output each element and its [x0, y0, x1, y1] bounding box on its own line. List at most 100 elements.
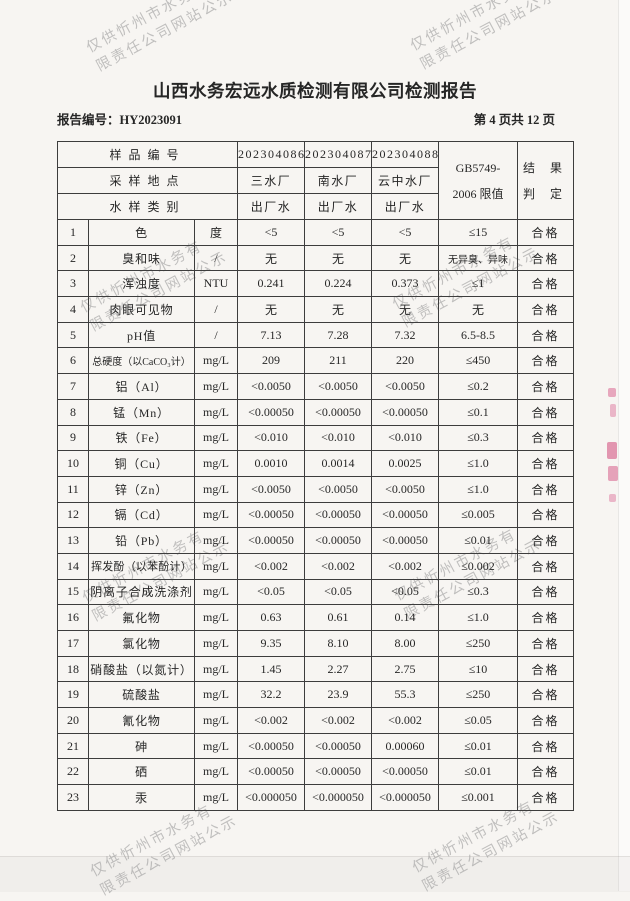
- parameter-cell: 氯化物: [88, 630, 195, 657]
- row-number-cell: 6: [57, 347, 89, 375]
- report-title: 山西水务宏远水质检测有限公司检测报告: [153, 81, 477, 101]
- report-meta-row: 报告编号：HY2023091 第 4 页共 12 页: [57, 109, 573, 127]
- result-cell: 合格: [517, 758, 574, 786]
- parameter-cell: 铁（Fe）: [88, 424, 195, 452]
- unit-cell: /: [194, 321, 238, 349]
- value-cell-1: 7.13: [237, 321, 305, 349]
- value-cell-2: <0.00050: [304, 527, 372, 554]
- result-row: 10 铜（Cu） mg/L 0.0010 0.0014 0.0025 ≤1.0 …: [57, 450, 574, 477]
- paper-right-edge: [618, 0, 630, 891]
- value-cell-2: 0.224: [304, 270, 372, 298]
- unit-cell: 度: [194, 219, 238, 246]
- value-cell-1: <0.00050: [237, 501, 305, 529]
- result-row: 11 锌（Zn） mg/L <0.0050 <0.0050 <0.0050 ≤1…: [57, 475, 574, 503]
- result-cell: 合格: [517, 784, 574, 811]
- result-cell: 合格: [517, 501, 574, 529]
- result-cell: 合格: [517, 604, 574, 631]
- result-row: 1 色 度 <5 <5 <5 ≤15 合格: [57, 219, 574, 246]
- watermark: 仅供忻州市水务有 限责任公司网站公示: [408, 0, 561, 73]
- result-row: 3 浑浊度 NTU 0.241 0.224 0.373 ≤1 合格: [57, 270, 574, 298]
- limit-cell: ≤0.01: [438, 732, 518, 760]
- unit-cell: mg/L: [194, 527, 238, 554]
- sampling-site-3: 云中水厂: [371, 167, 439, 194]
- value-cell-2: <0.000050: [304, 784, 372, 811]
- value-cell-2: <0.0050: [304, 373, 372, 400]
- limit-cell: ≤0.3: [438, 424, 518, 452]
- sample-no-label: 样品编号: [57, 141, 238, 168]
- result-cell: 合格: [517, 244, 574, 272]
- unit-cell: mg/L: [194, 450, 238, 477]
- limit-cell: ≤10: [438, 655, 518, 683]
- row-number-cell: 11: [57, 475, 89, 503]
- sampling-site-row: 采样地点 三水厂 南水厂 云中水厂: [57, 167, 574, 194]
- limit-cell: ≤0.1: [438, 398, 518, 426]
- result-row: 5 pH值 / 7.13 7.28 7.32 6.5-8.5 合格: [57, 321, 574, 349]
- result-row: 19 硫酸盐 mg/L 32.2 23.9 55.3 ≤250 合格: [57, 681, 574, 709]
- limit-cell: 6.5-8.5: [438, 321, 518, 349]
- value-cell-1: <0.05: [237, 578, 305, 606]
- value-cell-2: 0.0014: [304, 450, 372, 477]
- limit-cell: ≤1.0: [438, 475, 518, 503]
- value-cell-3: <0.010: [371, 424, 439, 452]
- value-cell-2: <0.00050: [304, 501, 372, 529]
- sample-type-3: 出厂水: [371, 193, 439, 220]
- value-cell-2: 8.10: [304, 630, 372, 657]
- row-number-cell: 2: [57, 244, 89, 272]
- watermark: 仅供忻州市水务有 限责任公司网站公示: [84, 0, 237, 75]
- value-cell-3: <0.00050: [371, 527, 439, 554]
- parameter-cell: 挥发酚（以苯酚计）: [88, 552, 195, 580]
- result-cell: 合格: [517, 475, 574, 503]
- result-row: 12 镉（Cd） mg/L <0.00050 <0.00050 <0.00050…: [57, 501, 574, 529]
- parameter-cell: 浑浊度: [88, 270, 195, 298]
- result-cell: 合格: [517, 347, 574, 375]
- sample-type-1: 出厂水: [237, 193, 305, 220]
- sample-type-label: 水样类别: [57, 193, 238, 220]
- unit-cell: mg/L: [194, 707, 238, 734]
- page-indicator: 第 4 页共 12 页: [473, 112, 555, 127]
- report-number: 报告编号：HY2023091: [57, 112, 183, 127]
- row-number-cell: 21: [57, 732, 89, 760]
- parameter-cell: 硒: [88, 758, 195, 786]
- value-cell-3: <0.00050: [371, 501, 439, 529]
- value-cell-1: <0.00050: [237, 398, 305, 426]
- value-cell-2: <5: [304, 219, 372, 246]
- value-cell-3: 2.75: [371, 655, 439, 683]
- row-number-cell: 12: [57, 501, 89, 529]
- result-row: 4 肉眼可见物 / 无 无 无 无 合格: [57, 296, 574, 323]
- sample-no-2: 202304087: [304, 141, 372, 168]
- row-number-cell: 18: [57, 655, 89, 683]
- value-cell-3: <0.00050: [371, 398, 439, 426]
- value-cell-1: <5: [237, 219, 305, 246]
- limit-cell: ≤0.3: [438, 578, 518, 606]
- value-cell-2: 7.28: [304, 321, 372, 349]
- result-cell: 合格: [517, 527, 574, 554]
- result-cell: 合格: [517, 578, 574, 606]
- row-number-cell: 1: [57, 219, 89, 246]
- value-cell-2: <0.00050: [304, 398, 372, 426]
- row-number-cell: 19: [57, 681, 89, 709]
- result-cell: 合格: [517, 296, 574, 323]
- red-stamp-mark: [608, 388, 616, 397]
- parameter-cell: 铅（Pb）: [88, 527, 195, 554]
- value-cell-3: <0.00050: [371, 758, 439, 786]
- limit-cell: ≤0.2: [438, 373, 518, 400]
- result-cell: 合格: [517, 219, 574, 246]
- result-cell: 合格: [517, 630, 574, 657]
- unit-cell: mg/L: [194, 578, 238, 606]
- row-number-cell: 4: [57, 296, 89, 323]
- table-header: 样品编号 202304086 202304087 202304088 GB574…: [57, 141, 574, 220]
- result-row: 20 氰化物 mg/L <0.002 <0.002 <0.002 ≤0.05 合…: [57, 707, 574, 734]
- value-cell-3: <0.0050: [371, 373, 439, 400]
- limit-cell: ≤250: [438, 681, 518, 709]
- parameter-cell: 镉（Cd）: [88, 501, 195, 529]
- value-cell-1: <0.00050: [237, 527, 305, 554]
- result-cell: 合格: [517, 552, 574, 580]
- row-number-cell: 23: [57, 784, 89, 811]
- result-row: 15 阴离子合成洗涤剂 mg/L <0.05 <0.05 <0.05 ≤0.3 …: [57, 578, 574, 606]
- row-number-cell: 15: [57, 578, 89, 606]
- value-cell-2: 23.9: [304, 681, 372, 709]
- value-cell-1: <0.000050: [237, 784, 305, 811]
- parameter-cell: 硝酸盐（以氮计）: [88, 655, 195, 683]
- result-row: 21 砷 mg/L <0.00050 <0.00050 0.00060 ≤0.0…: [57, 732, 574, 760]
- parameter-cell: 铝（Al）: [88, 373, 195, 400]
